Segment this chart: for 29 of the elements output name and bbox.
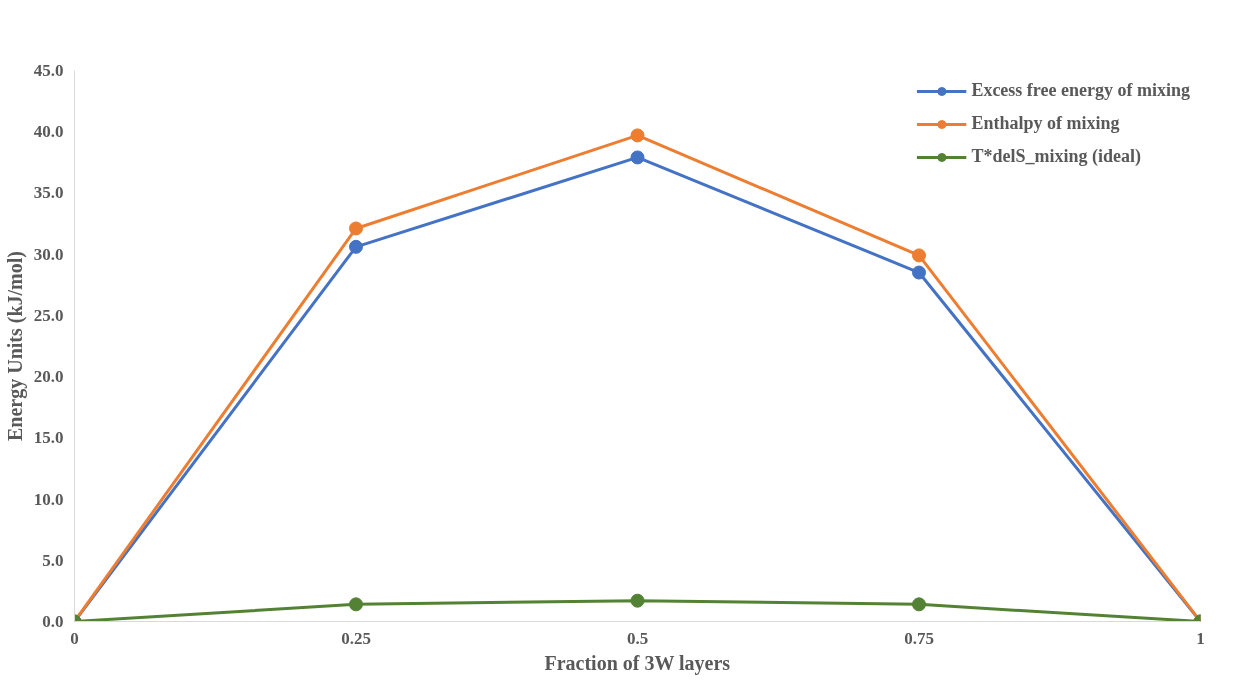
y-tick-label: 15.0 — [33, 428, 64, 448]
y-tick-label: 10.0 — [33, 489, 64, 509]
legend-label: T*delS_mixing (ideal) — [971, 146, 1141, 167]
x-tick-label: 0.25 — [341, 628, 371, 648]
point — [349, 597, 363, 612]
y-tick-label: 25.0 — [33, 305, 64, 325]
y-tick-label: 5.0 — [42, 550, 64, 570]
point — [912, 248, 926, 263]
legend-label: Excess free energy of mixing — [971, 80, 1190, 101]
x-tick-label: 0.5 — [626, 628, 649, 648]
point — [630, 150, 645, 165]
point — [912, 597, 926, 612]
x-tick-label: 0.75 — [904, 628, 934, 648]
point — [349, 221, 363, 236]
point — [630, 128, 645, 143]
y-tick-label: 40.0 — [33, 122, 64, 142]
x-tick-label: 0 — [70, 628, 79, 648]
y-tick-label: 0.0 — [42, 612, 64, 631]
y-tick-label: 45.0 — [33, 61, 64, 80]
legend-label: Enthalpy of mixing — [971, 113, 1120, 134]
point — [912, 265, 926, 280]
x-tick-label: 1 — [1196, 628, 1205, 648]
point — [630, 593, 645, 608]
x-axis-title: Fraction of 3W layers — [544, 651, 731, 675]
y-axis-title: Energy Units (kJ/mol) — [3, 251, 27, 441]
y-tick-label: 35.0 — [33, 183, 64, 203]
y-tick-label: 20.0 — [33, 367, 64, 387]
y-tick-label: 30.0 — [33, 244, 64, 264]
point — [349, 239, 363, 254]
